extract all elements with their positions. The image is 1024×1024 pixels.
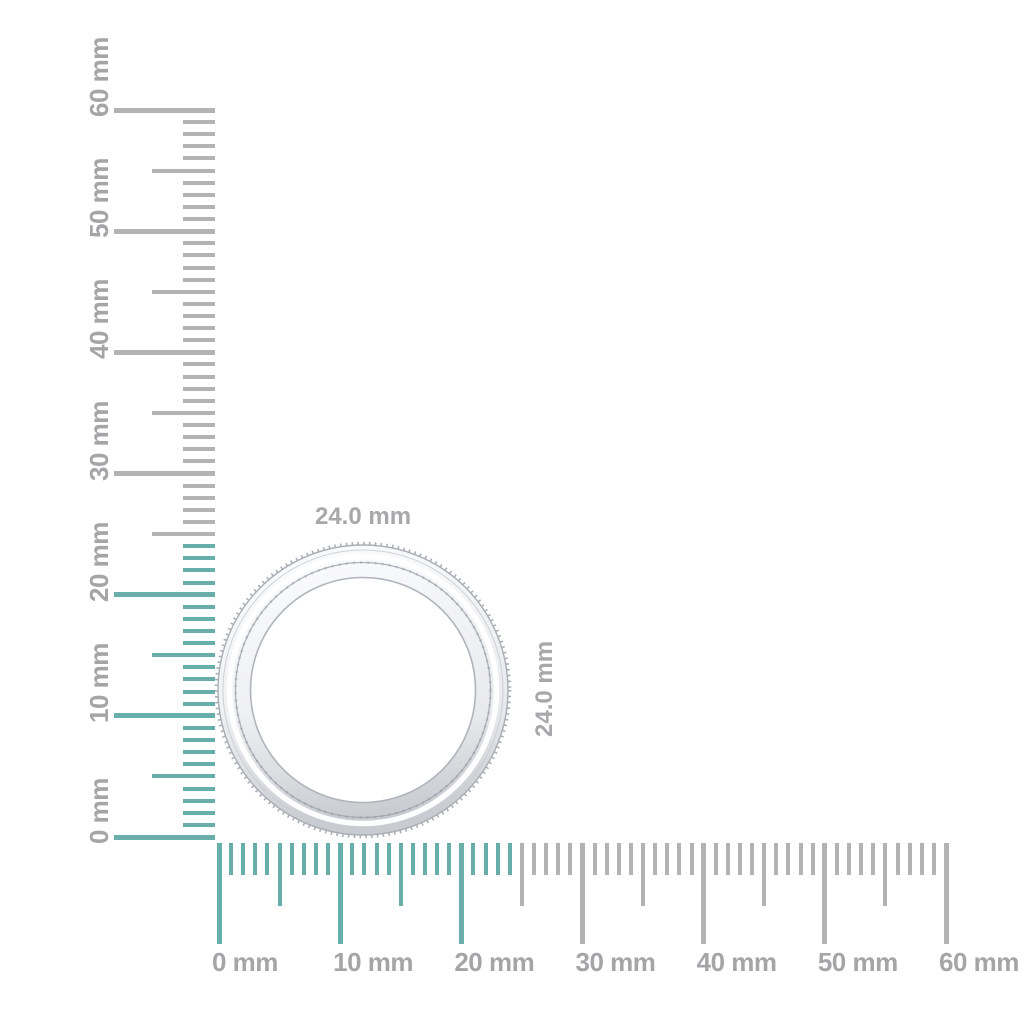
- vertical-ruler-tick: [183, 447, 215, 452]
- vertical-ruler-label: 10 mm: [84, 642, 114, 723]
- vertical-ruler-tick: [152, 289, 215, 294]
- vertical-ruler-tick: [152, 168, 215, 173]
- horizontal-ruler-label: 50 mm: [817, 947, 898, 977]
- vertical-ruler-tick: [183, 459, 215, 464]
- vertical-ruler-tick: [183, 507, 215, 512]
- vertical-ruler-tick: [183, 338, 215, 343]
- ring-outer-chamfer: [222, 549, 504, 831]
- vertical-ruler-tick: [183, 483, 215, 488]
- vertical-ruler-tick: [183, 265, 215, 270]
- horizontal-ruler-tick: [544, 843, 549, 875]
- horizontal-ruler-tick: [628, 843, 633, 875]
- horizontal-ruler-tick: [859, 843, 864, 875]
- horizontal-ruler-tick: [943, 843, 949, 944]
- vertical-ruler-tick: [183, 374, 215, 379]
- horizontal-ruler-tick: [580, 843, 585, 944]
- vertical-ruler-label: 30 mm: [84, 400, 114, 481]
- horizontal-ruler-tick: [919, 843, 924, 875]
- vertical-ruler-tick: [183, 120, 215, 125]
- horizontal-ruler-tick: [641, 843, 646, 906]
- vertical-ruler-label: 40 mm: [84, 279, 114, 360]
- ring-width-label: 24.0 mm: [314, 503, 412, 530]
- vertical-ruler-label: 20 mm: [84, 521, 114, 602]
- horizontal-ruler-tick: [762, 843, 767, 906]
- horizontal-ruler-label: 40 mm: [696, 947, 777, 977]
- horizontal-ruler-tick: [677, 843, 682, 875]
- ring-channel-stones: [234, 561, 492, 819]
- vertical-ruler-tick: [114, 471, 215, 476]
- horizontal-ruler-tick: [556, 843, 561, 875]
- horizontal-ruler-tick: [895, 843, 900, 875]
- vertical-ruler-tick: [183, 313, 215, 318]
- horizontal-ruler-tick: [907, 843, 912, 875]
- horizontal-ruler-tick: [568, 843, 573, 875]
- horizontal-ruler-tick: [592, 843, 597, 875]
- horizontal-ruler-tick: [701, 843, 707, 944]
- horizontal-ruler-label: 10 mm: [333, 947, 414, 977]
- vertical-ruler-tick: [183, 435, 215, 440]
- vertical-ruler-tick: [183, 144, 215, 149]
- horizontal-ruler-tick: [738, 843, 743, 875]
- vertical-ruler-tick: [183, 156, 215, 161]
- ring-image: [214, 541, 512, 839]
- vertical-ruler-tick: [114, 349, 215, 355]
- horizontal-ruler-tick: [713, 843, 718, 875]
- vertical-ruler-tick: [183, 241, 215, 246]
- horizontal-ruler-tick: [810, 843, 815, 875]
- horizontal-ruler-tick: [822, 843, 828, 944]
- vertical-ruler-tick: [183, 132, 215, 137]
- horizontal-ruler-tick: [725, 843, 730, 875]
- ring-outer-edge: [217, 544, 509, 836]
- ring-highlight: [226, 553, 500, 827]
- vertical-ruler-label: 50 mm: [84, 158, 114, 239]
- vertical-ruler-tick: [183, 301, 215, 306]
- vertical-ruler-tick: [152, 410, 215, 415]
- horizontal-ruler-label: 30 mm: [575, 947, 656, 977]
- horizontal-ruler-tick: [834, 843, 839, 875]
- horizontal-ruler-label: 60 mm: [939, 947, 1019, 977]
- vertical-ruler-tick: [183, 423, 215, 428]
- vertical-ruler-tick: [183, 217, 215, 222]
- horizontal-ruler-tick: [871, 843, 876, 875]
- ring-band: [214, 541, 512, 839]
- horizontal-ruler-tick: [653, 843, 658, 875]
- horizontal-ruler-tick: [931, 843, 936, 875]
- vertical-ruler-tick: [183, 398, 215, 403]
- horizontal-ruler-tick: [689, 843, 694, 875]
- ring-inner-edge: [249, 576, 477, 804]
- horizontal-ruler-tick: [798, 843, 803, 875]
- horizontal-ruler-label: 0 mm: [212, 947, 278, 977]
- horizontal-ruler-tick: [774, 843, 779, 875]
- horizontal-ruler-label: 20 mm: [454, 947, 535, 977]
- vertical-ruler-tick: [114, 107, 215, 113]
- horizontal-ruler-tick: [604, 843, 609, 875]
- horizontal-ruler-tick: [616, 843, 621, 875]
- vertical-ruler-label: 60 mm: [84, 37, 114, 117]
- vertical-ruler-tick: [183, 386, 215, 391]
- vertical-ruler-tick: [183, 362, 215, 367]
- horizontal-ruler-tick: [883, 843, 888, 906]
- vertical-ruler-tick: [183, 192, 215, 197]
- vertical-ruler-tick: [114, 228, 215, 234]
- horizontal-ruler-tick: [665, 843, 670, 875]
- vertical-ruler-tick: [183, 253, 215, 258]
- ring-height-label: 24.0 mm: [531, 640, 558, 737]
- ring-milgrain-dots: [214, 541, 512, 839]
- ring-channel-line: [234, 561, 492, 819]
- horizontal-ruler-tick: [847, 843, 852, 875]
- vertical-ruler-tick: [183, 204, 215, 209]
- vertical-ruler-tick: [183, 277, 215, 282]
- vertical-ruler-tick: [183, 180, 215, 185]
- vertical-ruler-tick: [183, 326, 215, 331]
- vertical-ruler-tick: [183, 495, 215, 500]
- vertical-ruler-label: 0 mm: [84, 778, 114, 844]
- horizontal-ruler-tick: [786, 843, 791, 875]
- horizontal-ruler-tick: [750, 843, 755, 875]
